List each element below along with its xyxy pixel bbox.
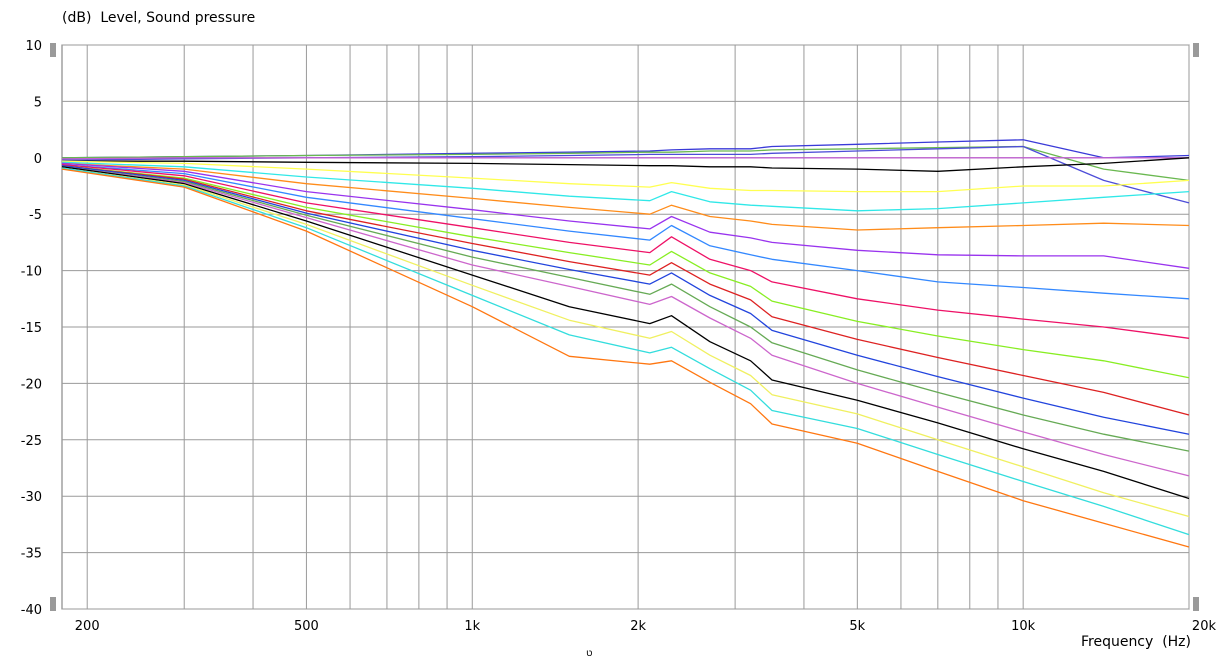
series-line-19 <box>61 167 1190 536</box>
series-line-15 <box>61 166 1190 452</box>
right-scroll-handle-top[interactable] <box>1193 43 1199 57</box>
y-tick-label: -30 <box>21 490 42 505</box>
y-scroll-handle-bottom[interactable] <box>50 597 56 611</box>
stray-glyph: ט <box>586 648 593 659</box>
series-line-20 <box>61 168 1190 548</box>
series-line-16 <box>61 166 1190 477</box>
chart-title: (dB) Level, Sound pressure <box>62 10 256 26</box>
series-line-7 <box>61 161 1190 212</box>
series-line-9 <box>61 162 1190 269</box>
x-axis-label: Frequency (Hz) <box>1080 634 1191 650</box>
series-line-4 <box>61 157 1189 160</box>
series-line-6 <box>61 160 1190 193</box>
y-tick-label: -5 <box>29 208 42 223</box>
x-tick-label: 500 <box>294 619 319 634</box>
series-line-5 <box>62 157 1190 172</box>
series-lines <box>61 139 1190 548</box>
x-tick-label: 200 <box>75 619 100 634</box>
y-tick-label: 0 <box>34 152 42 167</box>
series-line-8 <box>61 162 1190 231</box>
y-tick-label: -40 <box>21 603 42 618</box>
right-scroll-handle-bottom[interactable] <box>1193 597 1199 611</box>
y-tick-label: 5 <box>34 95 42 110</box>
x-tick-label: 1k <box>464 619 480 634</box>
x-tick-label: 10k <box>1011 619 1036 634</box>
series-line-11 <box>61 163 1190 339</box>
series-line-17 <box>61 166 1190 500</box>
y-tick-label: -15 <box>21 321 42 336</box>
y-tick-label: -20 <box>21 377 42 392</box>
series-line-18 <box>61 167 1190 518</box>
y-tick-label: 10 <box>25 39 42 54</box>
y-tick-label: -10 <box>21 265 42 280</box>
series-line-12 <box>61 165 1190 379</box>
series-line-14 <box>61 165 1190 435</box>
tick-labels: 10 5 0 -5 -10 -15 -20 -25 -30 -35 -40 200 500 1k 2k 5k 1… <box>21 39 1217 634</box>
y-tick-label: -35 <box>21 547 42 562</box>
x-tick-label: 5k <box>849 619 865 634</box>
y-tick-label: -25 <box>21 434 42 449</box>
series-line-10 <box>61 163 1190 300</box>
series-line-13 <box>61 165 1190 416</box>
x-tick-label: 20k <box>1192 619 1217 634</box>
y-scroll-handle-top[interactable] <box>50 43 56 57</box>
x-tick-label: 2k <box>630 619 646 634</box>
